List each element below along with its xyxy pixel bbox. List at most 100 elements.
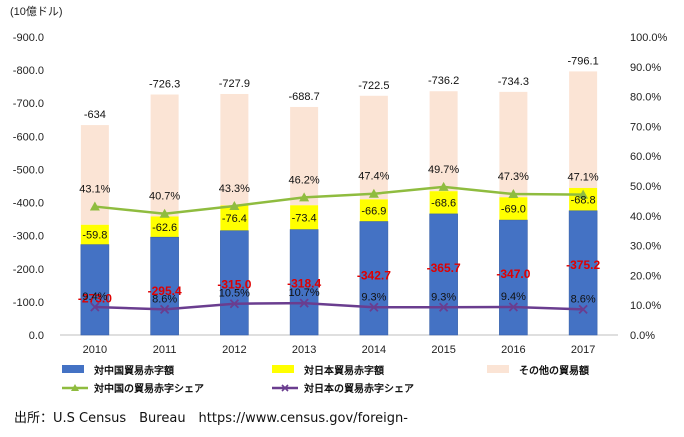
right-tick-label: 40.0%: [630, 211, 661, 223]
x-tick-label: 2013: [292, 344, 316, 356]
total-value-label: -736.2: [428, 75, 459, 87]
legend-swatch: [62, 365, 84, 373]
share-value-label: 9.4%: [501, 291, 526, 303]
bar-japan: [150, 216, 179, 238]
legend-marker: [281, 384, 289, 392]
left-tick-label: -700.0: [13, 98, 44, 110]
japan-share-point: [369, 302, 379, 312]
share-value-label: 47.1%: [568, 172, 599, 184]
right-tick-label: 30.0%: [630, 241, 661, 253]
bar-japan: [429, 191, 458, 214]
bar-china: [568, 210, 598, 336]
bar-china: [499, 219, 528, 336]
legend-label: 対中国の貿易赤字シェア: [93, 382, 204, 395]
share-value-label: 9.3%: [361, 291, 386, 303]
x-tick-label: 2011: [153, 344, 177, 356]
share-value-label: 47.4%: [358, 171, 389, 183]
bar-other: [220, 93, 249, 206]
japan-value-label: -62.6: [152, 222, 177, 234]
right-tick-label: 0.0%: [630, 330, 655, 342]
left-tick-label: -200.0: [13, 264, 44, 276]
bar-china: [80, 244, 110, 336]
left-axis-ticks: 0.0 -100.0 -200.0 -300.0 -400.0 -500.0 -600.0 -…: [13, 32, 44, 342]
bars: [80, 71, 598, 336]
right-tick-label: 70.0%: [630, 121, 661, 133]
china-share-point: [368, 188, 379, 198]
japan-share-point: [299, 298, 309, 308]
china-value-label: -315.0: [217, 278, 251, 292]
japan-share-point: [578, 304, 588, 315]
left-tick-label: -900.0: [13, 32, 44, 44]
x-tick-label: 2010: [83, 344, 107, 356]
right-tick-label: 20.0%: [630, 270, 661, 282]
line-china-share: [94, 185, 584, 215]
x-tick-label: 2016: [501, 344, 525, 356]
x-tick-label: 2015: [431, 344, 455, 356]
china-value-label: -347.0: [496, 267, 530, 281]
x-tick-label: 2017: [571, 344, 595, 356]
china-share-point: [438, 181, 449, 191]
left-tick-label: -800.0: [13, 65, 44, 77]
bar-other: [359, 95, 388, 200]
share-value-label: 8.6%: [571, 293, 596, 305]
total-value-label: -634: [84, 109, 106, 121]
right-tick-label: 90.0%: [630, 62, 661, 74]
bar-china: [289, 229, 319, 336]
x-tick-label: 2012: [222, 344, 246, 356]
legend-swatch: [487, 365, 509, 373]
bar-china: [150, 236, 179, 336]
legend-label: その他の貿易額: [519, 364, 589, 377]
china-share-point: [508, 189, 519, 199]
japan-value-label: -68.8: [571, 194, 596, 206]
japan-share-point: [90, 302, 100, 312]
japan-value-label: -66.9: [361, 205, 386, 217]
bar-china: [359, 221, 389, 336]
data-labels: -634 -59.8 -273.0 -726.3 -62.6 -295.4 -727.9 -7…: [78, 55, 601, 305]
china-value-label: -342.7: [357, 269, 391, 283]
right-tick-label: 10.0%: [630, 300, 661, 312]
china-value-label: -318.4: [287, 277, 321, 291]
bar-other: [569, 71, 598, 188]
japan-value-label: -73.4: [292, 212, 317, 224]
share-value-label: 9.3%: [431, 291, 456, 303]
legend-label: 対日本貿易赤字額: [303, 364, 384, 377]
right-tick-label: 60.0%: [630, 151, 661, 163]
share-value-label: 46.2%: [289, 174, 320, 186]
china-share-point: [89, 201, 100, 211]
legend-swatch: [272, 365, 294, 373]
share-value-label: 40.7%: [149, 191, 180, 203]
bar-japan: [359, 199, 388, 222]
right-tick-label: 100.0%: [630, 32, 668, 44]
bar-other: [499, 91, 528, 198]
china-share-point: [229, 200, 240, 210]
left-tick-label: -300.0: [13, 231, 44, 243]
japan-value-label: -76.4: [222, 213, 247, 225]
legend-marker: [71, 384, 79, 391]
share-value-label: 9.4%: [82, 291, 107, 303]
china-share-point: [159, 208, 170, 218]
japan-share-point: [159, 304, 170, 315]
right-tick-label: 80.0%: [630, 92, 661, 104]
share-value-label: 43.1%: [79, 184, 110, 196]
share-value-label: 49.7%: [428, 164, 459, 176]
china-share-point: [299, 192, 310, 202]
y-axis-unit-label: (10億ドル): [10, 5, 63, 18]
left-tick-label: -500.0: [13, 164, 44, 176]
left-tick-label: -400.0: [13, 198, 44, 210]
share-value-label: 8.6%: [152, 293, 177, 305]
total-value-label: -722.5: [358, 80, 389, 92]
legend-label: 対日本の貿易赤字シェア: [303, 382, 414, 395]
total-value-label: -726.3: [149, 79, 180, 91]
left-tick-label: 0.0: [29, 330, 44, 342]
share-value-label: 10.5%: [219, 288, 250, 300]
china-share-point: [578, 189, 589, 199]
share-value-label: 47.3%: [498, 171, 529, 183]
lines: [89, 181, 589, 315]
china-value-label: -365.7: [427, 261, 461, 275]
share-value-label: 10.7%: [289, 287, 320, 299]
japan-value-label: -59.8: [82, 230, 107, 242]
japan-share-point: [229, 299, 240, 309]
share-value-label: 43.3%: [219, 183, 250, 195]
